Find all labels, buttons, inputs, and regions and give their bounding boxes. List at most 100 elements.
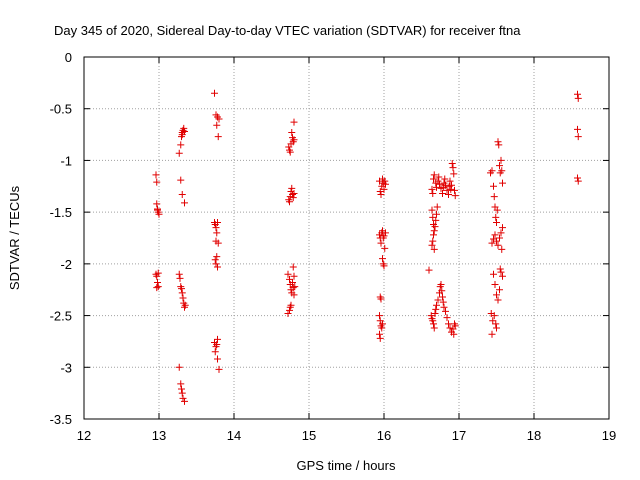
y-tick-labels: 0 -0.5 -1 -1.5 -2 -2.5 -3 -3.5 [50,50,72,427]
data-point [490,193,498,201]
data-point [154,283,162,291]
data-point [434,177,442,185]
data-point [430,175,437,183]
data-point [379,255,386,263]
data-point [436,180,443,188]
data-point [443,314,451,322]
data-point [574,125,581,133]
data-point [433,203,441,211]
data-point [429,213,437,221]
data-point [489,317,497,325]
x-tick-label: 15 [302,428,316,443]
data-point [499,272,506,280]
data-point [378,324,386,332]
data-point [212,260,220,268]
data-point [490,182,497,190]
data-point [438,287,446,295]
data-point [289,263,297,271]
data-point [377,295,385,303]
data-point [574,94,582,102]
data-point [289,194,297,202]
data-point [496,162,503,170]
data-point [175,149,183,157]
data-point [493,206,501,214]
data-point [428,185,436,193]
data-point [381,244,389,252]
data-point [178,385,185,393]
data-point [179,394,187,402]
data-point [574,133,582,141]
y-tick-label: -2.5 [50,309,72,324]
data-point [178,191,186,199]
data-point [499,179,506,187]
data-point [290,136,298,144]
data-point [493,218,500,226]
data-point [439,293,446,301]
data-point [433,301,440,309]
y-tick-label: -3.5 [50,412,72,427]
data-point [178,389,186,397]
data-point [443,186,451,194]
data-point [490,312,498,320]
data-point [181,301,189,309]
data-point [382,180,389,188]
data-point [380,185,388,193]
data-point [498,245,506,253]
data-point [450,330,458,338]
data-point [288,129,296,137]
data-point [214,355,221,363]
data-point [493,324,500,332]
data-point [433,183,440,191]
data-point [430,231,437,239]
data-point [286,275,293,283]
y-axis-label: SDTVAR / TECUs [7,185,22,290]
data-point [214,335,221,343]
data-point [152,171,160,179]
x-axis-label: GPS time / hours [297,458,396,473]
chart-title: Day 345 of 2020, Sidereal Day-to-day VTE… [54,23,521,38]
data-point [432,305,440,313]
data-point [448,160,456,168]
data-point [492,320,500,328]
data-point [432,216,440,224]
data-point [493,237,500,245]
data-point [153,272,161,280]
data-point [211,89,218,97]
data-point [176,274,184,282]
data-point [488,239,496,247]
data-point [288,184,296,192]
data-point [497,156,505,164]
data-point [214,133,222,141]
data-point [433,210,440,218]
data-point [445,320,452,328]
data-point [490,270,497,278]
axis-ticks [83,56,610,420]
data-point [155,210,163,218]
data-point [574,90,581,98]
data-point [496,265,504,273]
y-tick-label: -2 [60,257,72,272]
data-point [450,170,458,178]
data-point [177,141,185,149]
data-point [496,286,503,294]
data-point [494,138,502,146]
y-tick-label: 0 [65,50,72,65]
data-point [427,312,435,320]
data-point [214,218,221,226]
data-point [381,177,389,185]
data-point [177,176,185,184]
data-point [430,320,437,328]
data-point [178,285,185,293]
data-point [212,224,220,232]
data-point [376,330,383,338]
x-tick-label: 16 [377,428,391,443]
data-point [449,164,457,172]
grid-lines [84,57,609,419]
x-tick-labels: 12 13 14 15 16 17 18 19 [77,428,616,443]
data-point [434,296,442,304]
data-point [382,229,389,237]
data-point [430,245,438,253]
data-point [428,206,436,214]
data-point [493,291,500,299]
